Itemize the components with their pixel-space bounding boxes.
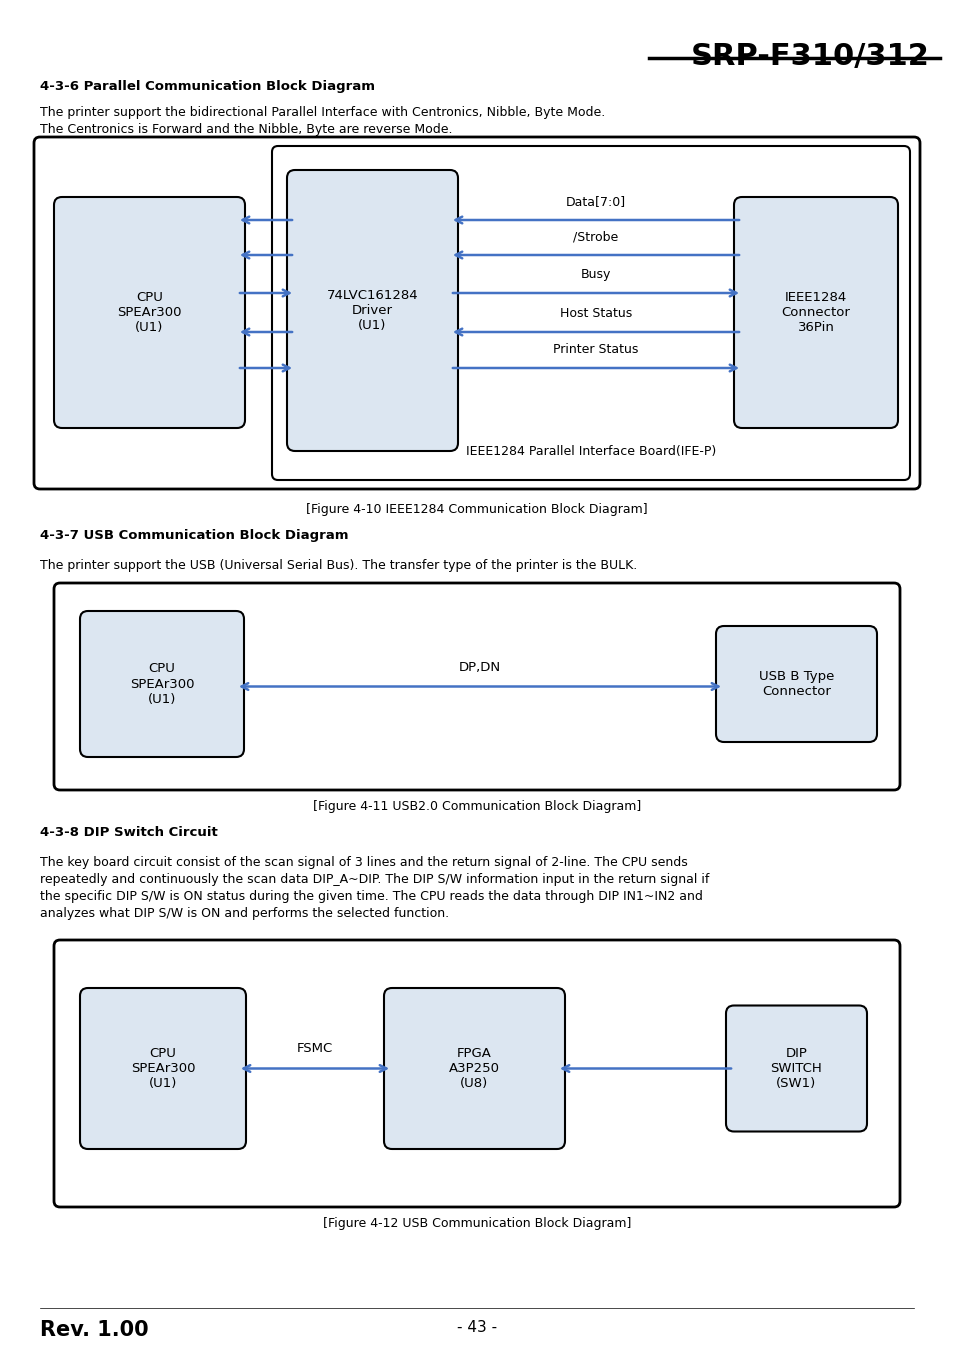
Text: CPU
SPEAr300
(U1): CPU SPEAr300 (U1) — [131, 1048, 195, 1089]
Text: the specific DIP S/W is ON status during the given time. The CPU reads the data : the specific DIP S/W is ON status during… — [40, 890, 702, 903]
FancyBboxPatch shape — [80, 988, 246, 1149]
FancyBboxPatch shape — [725, 1006, 866, 1131]
Text: CPU
SPEAr300
(U1): CPU SPEAr300 (U1) — [130, 663, 194, 706]
Text: IEEE1284 Parallel Interface Board(IFE-P): IEEE1284 Parallel Interface Board(IFE-P) — [465, 446, 716, 459]
Text: 4-3-7 USB Communication Block Diagram: 4-3-7 USB Communication Block Diagram — [40, 529, 348, 541]
Text: USB B Type
Connector: USB B Type Connector — [758, 670, 833, 698]
Text: /Strobe: /Strobe — [573, 230, 618, 243]
Text: 4-3-6 Parallel Communication Block Diagram: 4-3-6 Parallel Communication Block Diagr… — [40, 80, 375, 93]
Text: FSMC: FSMC — [296, 1041, 333, 1054]
Text: The key board circuit consist of the scan signal of 3 lines and the return signa: The key board circuit consist of the sca… — [40, 856, 687, 869]
Text: CPU
SPEAr300
(U1): CPU SPEAr300 (U1) — [117, 292, 182, 333]
FancyBboxPatch shape — [287, 170, 457, 451]
Text: - 43 -: - 43 - — [456, 1320, 497, 1335]
FancyBboxPatch shape — [54, 197, 245, 428]
Text: IEEE1284
Connector
36Pin: IEEE1284 Connector 36Pin — [781, 292, 849, 333]
Text: [Figure 4-10 IEEE1284 Communication Block Diagram]: [Figure 4-10 IEEE1284 Communication Bloc… — [306, 504, 647, 516]
FancyBboxPatch shape — [54, 940, 899, 1207]
Text: SRP-F310/312: SRP-F310/312 — [690, 42, 929, 72]
Text: Busy: Busy — [580, 269, 611, 281]
Text: 74LVC161284
Driver
(U1): 74LVC161284 Driver (U1) — [326, 289, 417, 332]
Text: The printer support the USB (Universal Serial Bus). The transfer type of the pri: The printer support the USB (Universal S… — [40, 559, 637, 572]
FancyBboxPatch shape — [54, 583, 899, 790]
FancyBboxPatch shape — [272, 146, 909, 481]
Text: The printer support the bidirectional Parallel Interface with Centronics, Nibble: The printer support the bidirectional Pa… — [40, 107, 604, 119]
FancyBboxPatch shape — [716, 626, 876, 742]
FancyBboxPatch shape — [80, 612, 244, 757]
FancyBboxPatch shape — [733, 197, 897, 428]
Text: FPGA
A3P250
(U8): FPGA A3P250 (U8) — [449, 1048, 499, 1089]
FancyBboxPatch shape — [384, 988, 564, 1149]
Text: repeatedly and continuously the scan data DIP_A~DIP. The DIP S/W information inp: repeatedly and continuously the scan dat… — [40, 873, 709, 886]
Text: [Figure 4-12 USB Communication Block Diagram]: [Figure 4-12 USB Communication Block Dia… — [322, 1216, 631, 1230]
Text: Printer Status: Printer Status — [553, 343, 638, 356]
FancyBboxPatch shape — [34, 136, 919, 489]
Text: 4-3-8 DIP Switch Circuit: 4-3-8 DIP Switch Circuit — [40, 826, 217, 838]
Text: [Figure 4-11 USB2.0 Communication Block Diagram]: [Figure 4-11 USB2.0 Communication Block … — [313, 801, 640, 813]
Text: Host Status: Host Status — [559, 306, 632, 320]
Text: DP,DN: DP,DN — [458, 662, 500, 675]
Text: Data[7:0]: Data[7:0] — [565, 194, 625, 208]
Text: Rev. 1.00: Rev. 1.00 — [40, 1320, 149, 1341]
Text: analyzes what DIP S/W is ON and performs the selected function.: analyzes what DIP S/W is ON and performs… — [40, 907, 449, 919]
Text: The Centronics is Forward and the Nibble, Byte are reverse Mode.: The Centronics is Forward and the Nibble… — [40, 123, 452, 136]
Text: DIP
SWITCH
(SW1): DIP SWITCH (SW1) — [770, 1048, 821, 1089]
